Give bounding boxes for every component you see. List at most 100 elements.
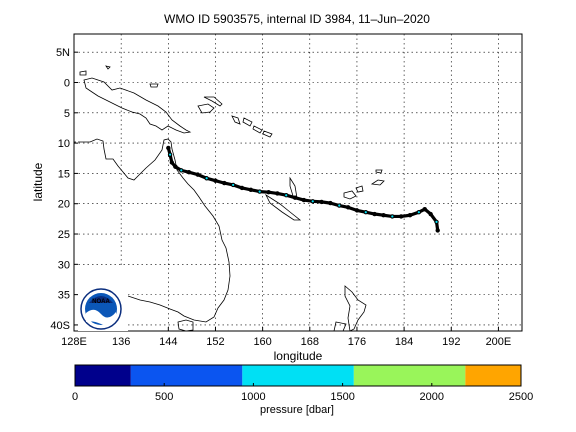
profile-point: [328, 200, 333, 206]
y-tick-label: 25: [58, 229, 70, 241]
profile-point-highlight: [338, 204, 341, 207]
profile-point-highlight: [417, 211, 420, 214]
profile-point: [166, 145, 171, 151]
profile-point: [345, 205, 351, 210]
x-tick-label: 160: [253, 336, 271, 348]
profile-point: [372, 211, 377, 217]
profile-point: [407, 213, 413, 218]
profile-point: [213, 178, 218, 183]
x-tick-label: 168: [301, 336, 319, 348]
new-guinea: [83, 77, 192, 134]
y-tick-label: 20: [58, 199, 70, 211]
x-axis-label: longitude: [274, 349, 323, 363]
logo-text: NOAA: [92, 299, 110, 305]
profile-point-highlight: [205, 177, 208, 180]
plot-area: [74, 34, 522, 331]
islet-1: [370, 179, 385, 186]
colorbar-tick-label: 1000: [241, 391, 265, 403]
new-britain: [197, 103, 215, 114]
colorbar-bin: [465, 365, 521, 386]
profile-point: [435, 228, 440, 233]
profile-point: [266, 189, 271, 195]
x-tick-label: 144: [159, 336, 177, 348]
profile-point-highlight: [391, 215, 394, 218]
coastlines: [74, 65, 385, 331]
y-tick-label: 30: [58, 259, 70, 271]
y-tick-label: 35: [58, 290, 70, 302]
colorbar-bin: [242, 365, 354, 386]
islet-2: [375, 169, 383, 174]
colorbar-tick-label: 2500: [509, 391, 533, 403]
profile-point: [398, 214, 404, 219]
x-tick-label: 184: [395, 336, 413, 348]
colorbar-tick-label: 1500: [330, 391, 354, 403]
y-tick-label: 5N: [56, 47, 70, 59]
tasmania: [177, 319, 194, 331]
x-tick-label: 176: [348, 336, 366, 348]
colorbar-tick-label: 2000: [420, 391, 444, 403]
profile-point-highlight: [311, 200, 314, 203]
fiji: [343, 185, 364, 200]
profile-point: [173, 164, 178, 169]
x-tick-label: 152: [206, 336, 224, 348]
y-tick-label: 40S: [50, 320, 70, 332]
profile-point: [354, 208, 360, 213]
north-islands: [79, 65, 111, 76]
profile-point-highlight: [364, 211, 367, 214]
logo-bird: [89, 296, 113, 303]
new-caledonia: [264, 193, 302, 221]
colorbar-ticks: 0 500 1000 1500 2000 2500: [72, 383, 533, 403]
colorbar-bin: [75, 365, 131, 386]
colorbar: [75, 365, 521, 386]
y-axis: 5N 0 5 10 15 20 25 30 35 40S: [50, 47, 78, 332]
x-tick-label: 128E: [61, 336, 87, 348]
profile-point-highlight: [180, 169, 183, 172]
plot-frame: [73, 33, 523, 332]
y-tick-label: 0: [64, 77, 70, 89]
profile-point-highlight: [258, 190, 261, 193]
profile-point: [195, 172, 200, 177]
new-zealand-north: [344, 285, 367, 331]
solomon-islands: [242, 117, 273, 138]
chart-title: WMO ID 5903575, internal ID 3984, 11–Jun…: [164, 12, 430, 26]
y-axis-label: latitude: [31, 162, 45, 201]
profile-point: [319, 199, 324, 205]
colorbar-frame: [74, 364, 522, 387]
profile-point: [275, 191, 280, 196]
grid-lines: [74, 34, 522, 331]
colorbar-tick-label: 500: [155, 391, 173, 403]
profile-point: [169, 160, 175, 165]
profile-point-highlight: [232, 183, 235, 187]
bougainville: [231, 115, 241, 125]
profile-point: [248, 187, 254, 192]
profile-point: [381, 213, 386, 218]
y-tick-label: 10: [58, 138, 70, 150]
colorbar-tick-label: 0: [72, 391, 78, 403]
profile-point: [428, 211, 433, 217]
manus: [149, 83, 159, 88]
colorbar-label: pressure [dbar]: [260, 404, 334, 416]
profile-point: [222, 180, 227, 186]
y-tick-label: 5: [64, 108, 70, 120]
profile-point: [292, 195, 298, 200]
logo-wave: [86, 309, 116, 326]
noaa-logo: NOAA: [78, 268, 128, 331]
profile-point-highlight: [168, 153, 172, 156]
x-tick-label: 192: [442, 336, 460, 348]
profile-point: [239, 185, 245, 191]
profile-point: [422, 206, 427, 212]
profile-point-highlight: [435, 220, 438, 223]
profile-point: [186, 169, 192, 175]
y-tick-label: 15: [58, 168, 70, 180]
float-track: [166, 145, 440, 233]
x-tick-label: 136: [112, 336, 130, 348]
x-tick-label: 200E: [486, 336, 512, 348]
new-ireland: [203, 96, 223, 107]
x-axis: 128E 136 144 152 160 168 176 184 192 200E: [61, 327, 511, 348]
colorbar-bin: [130, 365, 243, 386]
colorbar-bin: [353, 365, 466, 386]
profile-point: [301, 197, 307, 203]
new-zealand-south: [333, 321, 347, 331]
profile-point-highlight: [285, 194, 288, 197]
